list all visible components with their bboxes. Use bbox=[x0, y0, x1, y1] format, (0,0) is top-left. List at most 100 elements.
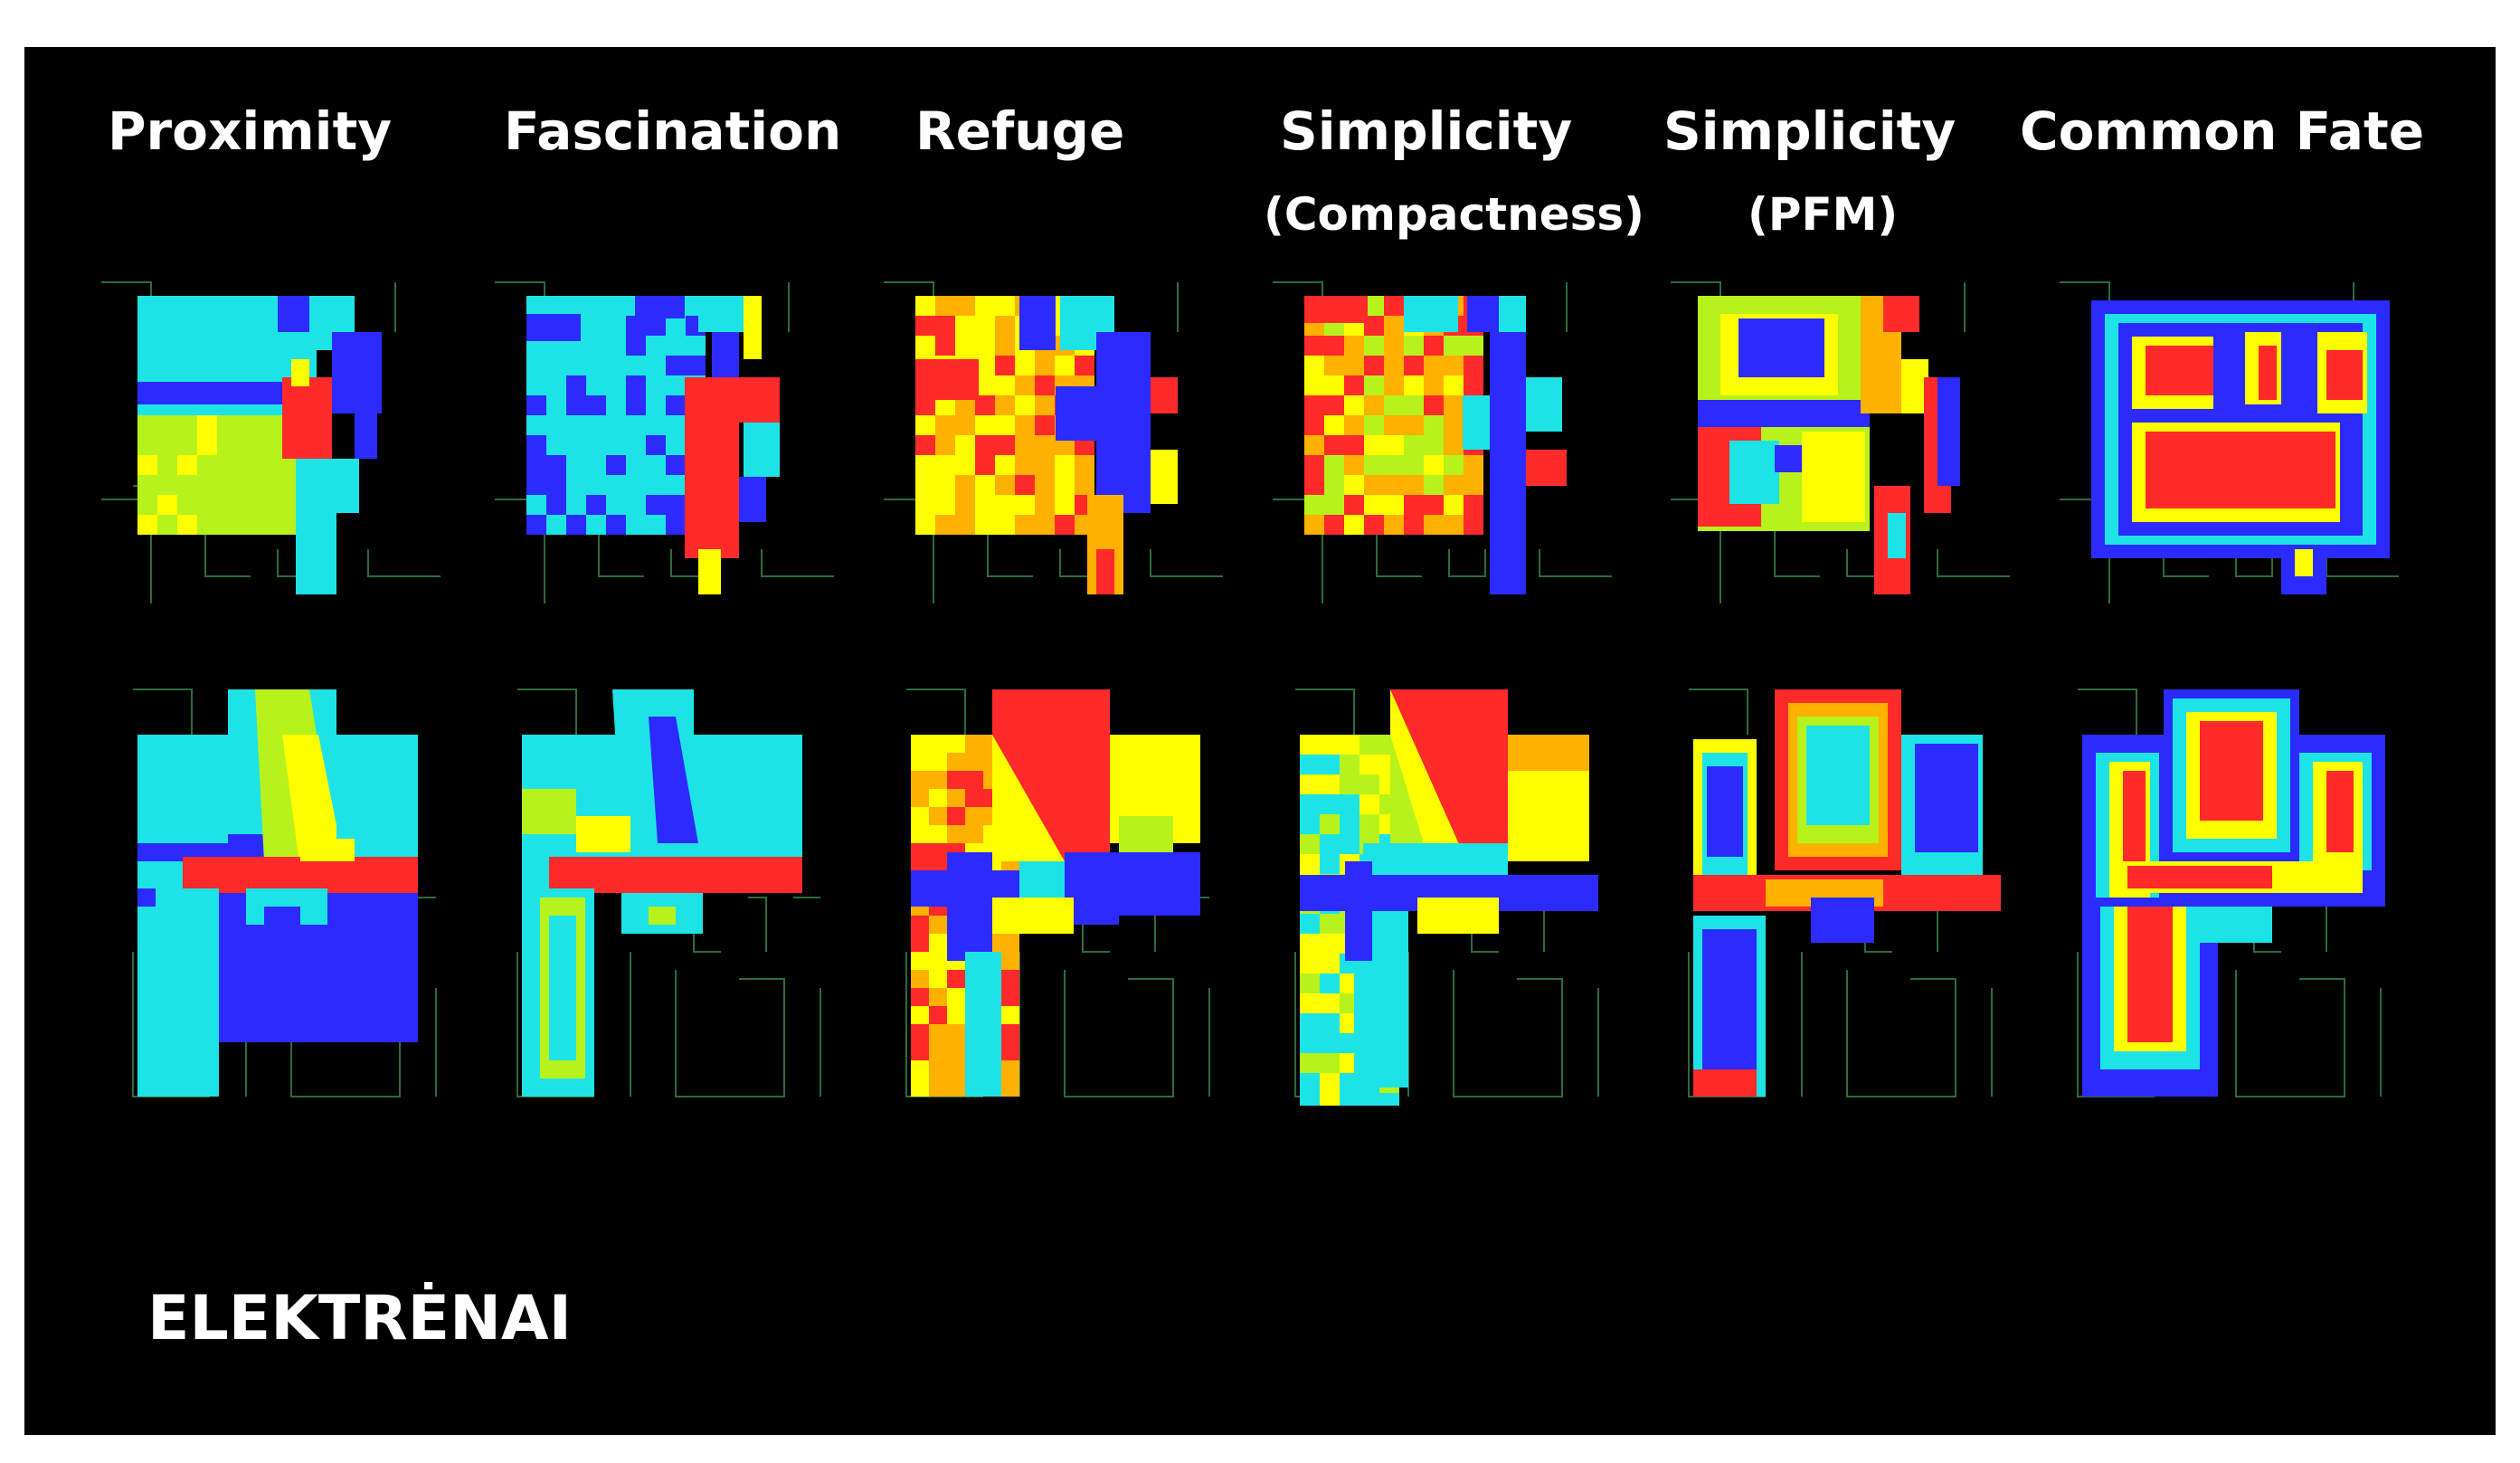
heatmap-common-fate-lower bbox=[2077, 689, 2385, 1097]
plan-wall bbox=[1064, 970, 1174, 1097]
heat-cell bbox=[1384, 356, 1404, 375]
heat-cell bbox=[177, 415, 197, 435]
heat-cell bbox=[355, 413, 377, 459]
heat-cell bbox=[1384, 395, 1404, 415]
heat-cell bbox=[1444, 395, 1464, 415]
heat-cell bbox=[1001, 1060, 1019, 1078]
plan-wall bbox=[598, 518, 644, 577]
heat-cell bbox=[1001, 1078, 1019, 1097]
heat-cell bbox=[947, 1042, 965, 1060]
column-title-simplicity-compactness: Simplicity bbox=[1280, 100, 1573, 162]
heat-cell bbox=[217, 515, 237, 535]
heat-cell bbox=[157, 316, 177, 336]
heat-cell bbox=[586, 395, 606, 415]
heat-cell bbox=[666, 455, 686, 475]
heat-cell bbox=[1802, 432, 1865, 522]
heat-cell bbox=[1300, 834, 1320, 854]
heat-cell bbox=[1359, 794, 1379, 814]
heat-cell bbox=[1404, 515, 1424, 535]
heat-cell bbox=[911, 1024, 929, 1042]
heat-cell bbox=[257, 336, 277, 356]
heat-cell bbox=[1707, 766, 1743, 857]
heat-cell bbox=[2295, 549, 2313, 576]
heat-cell bbox=[1300, 854, 1320, 874]
heat-cell bbox=[929, 970, 947, 988]
heat-cell bbox=[965, 825, 983, 843]
heat-cell bbox=[1384, 336, 1404, 356]
heat-cell bbox=[911, 789, 929, 807]
heat-cell bbox=[237, 475, 257, 495]
heat-cell bbox=[1300, 814, 1320, 834]
heat-cell bbox=[1324, 435, 1344, 455]
heat-cell bbox=[1300, 774, 1320, 794]
heat-cell bbox=[1693, 1069, 1757, 1097]
heat-cell bbox=[586, 356, 606, 375]
heat-cell bbox=[911, 934, 929, 952]
heat-cell bbox=[546, 375, 566, 395]
heat-cell bbox=[646, 455, 666, 475]
heat-cell bbox=[1340, 735, 1359, 755]
heat-cell bbox=[566, 495, 586, 515]
heat-cell bbox=[1364, 435, 1384, 455]
heat-cell bbox=[1304, 296, 1368, 323]
heat-cell bbox=[929, 988, 947, 1006]
heat-cell bbox=[2146, 346, 2213, 395]
heat-cell bbox=[257, 296, 277, 316]
heat-cell bbox=[1075, 475, 1094, 495]
heat-cell bbox=[566, 455, 586, 475]
heat-cell bbox=[183, 857, 418, 893]
heat-cell bbox=[566, 395, 586, 415]
heat-cell bbox=[666, 495, 686, 515]
place-label: ELEKTRĖNAI bbox=[147, 1283, 572, 1354]
heat-cell bbox=[332, 332, 382, 413]
plan-wall bbox=[1376, 518, 1422, 577]
heat-cell bbox=[137, 515, 157, 535]
heat-cell bbox=[947, 825, 965, 843]
heat-cell bbox=[278, 296, 309, 332]
heat-cell bbox=[646, 435, 666, 455]
heat-cell bbox=[522, 789, 576, 834]
heat-cell bbox=[526, 515, 546, 535]
heat-cell bbox=[929, 1024, 947, 1042]
heat-cell bbox=[566, 375, 586, 395]
heat-cell bbox=[282, 377, 332, 459]
heat-cell bbox=[1320, 1093, 1340, 1106]
heat-cell bbox=[1320, 774, 1340, 794]
heat-cell bbox=[1324, 475, 1344, 495]
heat-cell bbox=[666, 375, 686, 395]
heat-cell bbox=[1001, 970, 1019, 988]
heat-cell bbox=[1075, 356, 1094, 375]
heat-cell bbox=[1424, 415, 1444, 435]
heat-cell bbox=[1320, 1033, 1340, 1053]
heat-cell bbox=[546, 395, 566, 415]
heat-cell bbox=[1379, 1093, 1399, 1106]
heat-cell bbox=[1096, 549, 1114, 594]
heat-cell bbox=[606, 356, 626, 375]
heat-cell bbox=[666, 316, 686, 336]
heat-cell bbox=[157, 336, 177, 356]
heat-cell bbox=[300, 839, 355, 861]
heat-cell bbox=[1464, 375, 1483, 395]
heat-cell bbox=[1035, 455, 1055, 475]
heat-cell bbox=[549, 857, 802, 893]
heat-cell bbox=[257, 435, 277, 455]
heat-cell bbox=[1304, 435, 1324, 455]
heat-cell bbox=[1444, 435, 1464, 455]
heat-cell bbox=[1096, 332, 1151, 513]
heat-cell bbox=[646, 395, 666, 415]
heat-cell bbox=[1015, 356, 1035, 375]
heatmap-proximity-lower bbox=[132, 689, 437, 1097]
heat-cell bbox=[947, 970, 965, 988]
heat-cell bbox=[1404, 356, 1424, 375]
heat-cell bbox=[137, 415, 157, 435]
heat-cell bbox=[237, 415, 257, 435]
heat-cell bbox=[1359, 814, 1379, 834]
heat-cell bbox=[975, 395, 995, 415]
heat-cell bbox=[277, 495, 297, 515]
heat-cell bbox=[2127, 907, 2173, 1042]
heatmap-pfm-lower bbox=[1688, 689, 2001, 1097]
heat-cell bbox=[1404, 435, 1424, 455]
heat-cell bbox=[2200, 721, 2263, 821]
heat-cell bbox=[1300, 914, 1320, 934]
heat-cell bbox=[929, 789, 947, 807]
